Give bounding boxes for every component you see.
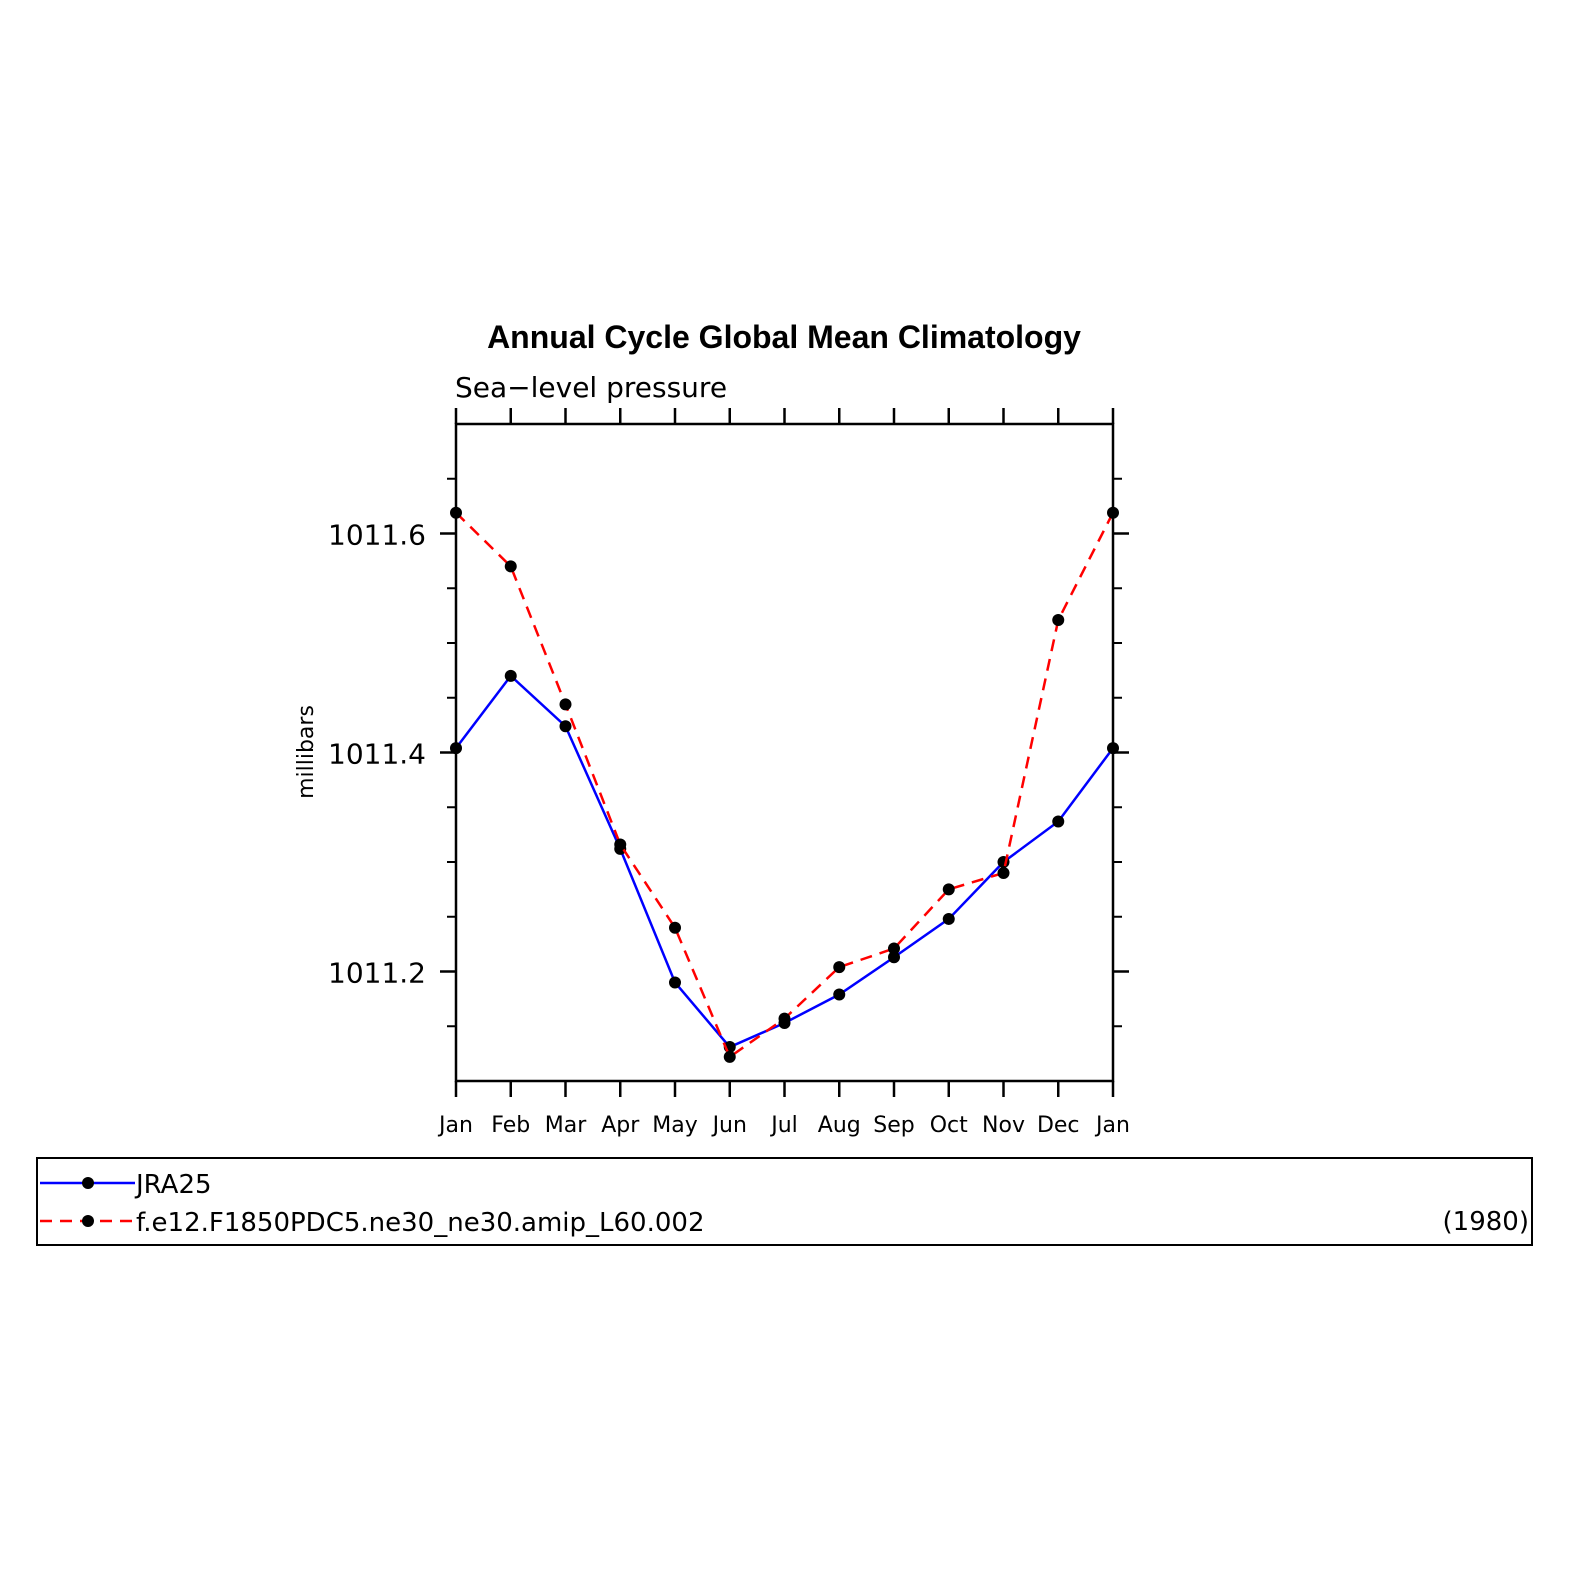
data-point <box>504 669 517 682</box>
series-1 <box>450 669 1119 1054</box>
data-point <box>888 951 900 964</box>
y-axis-label: millibars <box>294 705 319 799</box>
axes: Jan Feb Mar Apr May Jun Jul Aug Sep Oct Nov Dec Jan 1… <box>328 408 1130 1138</box>
data-point <box>559 698 572 711</box>
data-point <box>942 883 955 896</box>
data-point <box>778 1012 791 1025</box>
data-point <box>504 560 517 573</box>
x-tick-label: Oct <box>930 1113 968 1138</box>
data-point <box>559 720 572 733</box>
series-line <box>455 673 1115 1049</box>
x-tick-label: Apr <box>601 1113 640 1138</box>
x-tick-label: Feb <box>491 1113 530 1138</box>
data-point <box>723 1050 736 1063</box>
data-point <box>1107 742 1119 755</box>
legend-label-1: JRA25 <box>134 1170 212 1200</box>
legend-label-2: f.e12.F1850PDC5.ne30_ne30.amip_L60.002 <box>136 1208 704 1238</box>
y-tick-label: 1011.2 <box>328 957 426 990</box>
x-tick-label: Sep <box>873 1113 914 1138</box>
legend: (1980) JRA25 f.e12.F1850PDC5.ne30_ne30.am… <box>36 1157 1533 1246</box>
y-tick-label: 1011.4 <box>328 738 426 771</box>
data-point <box>833 988 846 1001</box>
x-tick-label: Jan <box>1094 1113 1130 1138</box>
x-tick-label: Mar <box>545 1113 587 1138</box>
chart-title: Annual Cycle Global Mean Climatology <box>487 319 1081 355</box>
series-layer <box>450 506 1119 1063</box>
data-point <box>888 942 900 955</box>
series-2 <box>450 506 1119 1063</box>
x-tick-label: Jan <box>437 1113 473 1138</box>
x-tick-label: Aug <box>818 1113 861 1138</box>
data-point <box>1052 815 1065 828</box>
x-tick-label: Jun <box>711 1113 747 1138</box>
data-point <box>614 838 627 851</box>
chart-subtitle: Sea−level pressure <box>455 371 727 404</box>
data-point <box>942 912 955 925</box>
plot-frame <box>454 422 1115 1083</box>
data-point <box>669 921 681 934</box>
data-point <box>997 866 1010 879</box>
data-point <box>1107 506 1119 519</box>
legend-marker-1 <box>82 1177 94 1189</box>
y-tick-label: 1011.6 <box>328 519 426 552</box>
x-tick-label: Jul <box>769 1113 798 1138</box>
x-tick-label: Nov <box>982 1113 1025 1138</box>
data-point <box>833 961 846 974</box>
data-point <box>669 976 681 989</box>
data-point <box>1052 614 1065 627</box>
x-tick-label: Dec <box>1037 1113 1080 1138</box>
legend-box <box>36 1157 1533 1246</box>
series-line <box>455 511 1115 1059</box>
legend-note: (1980) <box>1443 1207 1529 1237</box>
legend-marker-2 <box>82 1215 94 1227</box>
x-tick-label: May <box>652 1113 697 1138</box>
data-point <box>450 506 462 519</box>
data-point <box>450 742 462 755</box>
